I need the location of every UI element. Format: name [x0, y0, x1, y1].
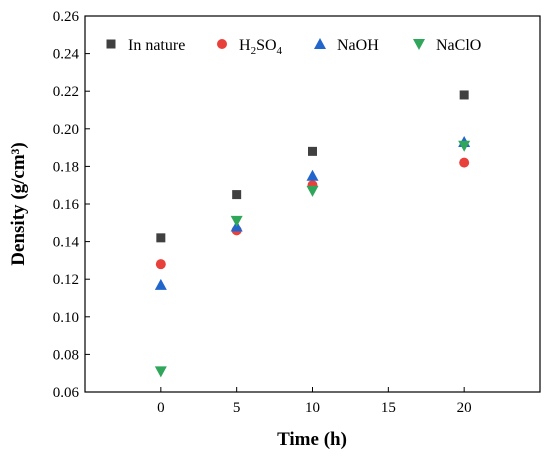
plot-frame [84, 15, 541, 393]
data-point [306, 169, 319, 181]
legend-marker [314, 38, 326, 49]
x-tick-label: 0 [157, 400, 165, 416]
y-tick-label: 0.20 [53, 122, 79, 138]
x-tick-label: 10 [305, 400, 320, 416]
x-tick-label: 15 [381, 400, 396, 416]
data-point [155, 259, 166, 270]
y-tick-label: 0.18 [53, 159, 79, 175]
data-point [308, 146, 317, 156]
y-tick-label: 0.24 [53, 47, 80, 63]
y-tick-label: 0.26 [53, 9, 80, 25]
legend-marker [106, 39, 116, 49]
data-point [232, 190, 242, 200]
y-tick-label: 0.22 [53, 84, 79, 100]
data-point [459, 90, 469, 100]
data-points [154, 90, 471, 378]
data-point [458, 140, 471, 152]
x-tick-label: 5 [233, 400, 241, 416]
legend-label: H2SO4 [239, 37, 283, 57]
x-axis: 0 5 10 15 20 [157, 387, 472, 416]
y-axis: 0.06 0.08 0.10 0.12 0.14 0.16 0.18 0.20 0.22 0.24… [53, 9, 90, 401]
x-axis-title: Time (h) [277, 429, 347, 450]
data-point [230, 215, 243, 227]
data-point [306, 185, 319, 197]
legend-marker [413, 39, 425, 50]
legend-marker [217, 39, 227, 49]
data-point [154, 278, 167, 290]
data-point [154, 366, 167, 378]
y-tick-label: 0.14 [53, 235, 80, 251]
legend-label: In nature [128, 37, 185, 54]
data-point [156, 233, 166, 243]
data-point [459, 157, 470, 168]
y-tick-label: 0.10 [53, 310, 79, 326]
legend: In nature H2SO4 NaOH NaClO [106, 37, 481, 57]
legend-label: NaClO [436, 37, 481, 54]
y-tick-label: 0.16 [53, 197, 80, 213]
y-axis-title: Density (g/cm³) [8, 142, 29, 265]
x-tick-label: 20 [457, 400, 472, 416]
y-tick-label: 0.12 [53, 272, 79, 288]
y-tick-label: 0.06 [53, 385, 80, 401]
legend-label: NaOH [337, 37, 379, 54]
y-tick-label: 0.08 [53, 347, 79, 363]
